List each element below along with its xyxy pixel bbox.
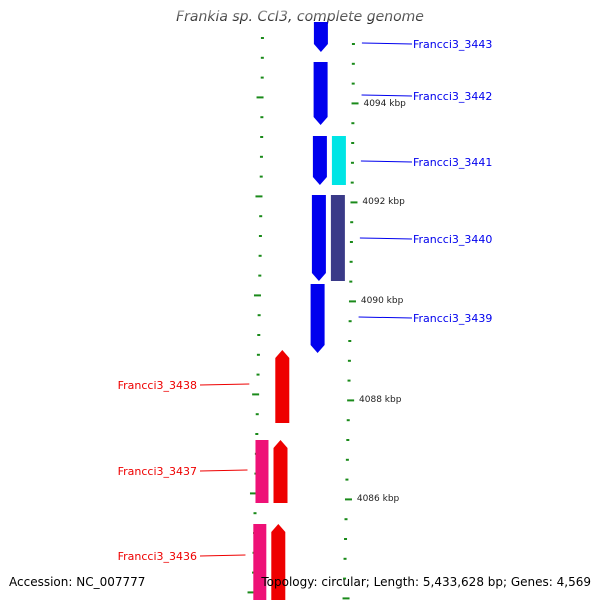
gene-arrow-francci3-3436-body <box>271 524 286 600</box>
scale-label: 4092 kbp <box>362 197 405 207</box>
pink-feature <box>253 524 267 600</box>
gene-arrow-francci3-3441-body <box>312 136 327 185</box>
gene-arrow-francci3-3440 <box>311 195 326 281</box>
gene-label: Francci3_3437 <box>118 465 197 478</box>
gene-leader-line <box>199 469 248 472</box>
gene-arrow-francci3-3436 <box>271 524 286 600</box>
gene-leader-line <box>359 237 413 240</box>
gene-arrow-francci3-3441 <box>312 136 327 185</box>
gene-arrow-francci3-3437-body <box>273 440 288 503</box>
accession-label: Accession: NC_007777 <box>9 575 146 589</box>
pink-feature <box>255 440 269 503</box>
gene-arrow-francci3-3437 <box>273 440 288 503</box>
slate-feature <box>330 195 345 281</box>
gene-label: Francci3_3441 <box>413 156 492 169</box>
gene-label: Francci3_3443 <box>413 38 492 51</box>
scale-label: 4094 kbp <box>363 99 406 109</box>
gene-leader-line <box>199 383 250 386</box>
gene-arrow-francci3-3442-body <box>313 62 328 125</box>
scale-label: 4088 kbp <box>359 395 402 405</box>
gene-label: Francci3_3440 <box>413 233 492 246</box>
gene-arrow-francci3-3443-body <box>313 22 328 52</box>
scale-label: 4086 kbp <box>357 494 400 504</box>
gene-label: Francci3_3438 <box>118 379 197 392</box>
gene-arrow-francci3-3438 <box>275 350 290 423</box>
gene-leader-line <box>358 316 413 319</box>
gene-arrow-francci3-3443 <box>313 22 328 52</box>
gene-leader-line <box>361 42 413 45</box>
gene-leader-line <box>360 160 413 163</box>
cyan-feature <box>331 136 346 185</box>
gene-arrow-francci3-3438-body <box>275 350 290 423</box>
gene-arrow-francci3-3440-body <box>311 195 326 281</box>
top-fade <box>0 0 600 22</box>
gene-label: Francci3_3442 <box>413 90 492 103</box>
scale-label: 4090 kbp <box>361 296 404 306</box>
gene-arrow-francci3-3439 <box>310 284 325 353</box>
gene-leader-line <box>199 554 246 557</box>
topology-label: Topology: circular; Length: 5,433,628 bp… <box>261 575 591 589</box>
gene-arrow-francci3-3442 <box>313 62 328 125</box>
gene-leader-line <box>361 94 413 97</box>
gene-label: Francci3_3439 <box>413 312 492 325</box>
gene-label: Francci3_3436 <box>118 550 197 563</box>
gene-arrow-francci3-3439-body <box>310 284 325 353</box>
